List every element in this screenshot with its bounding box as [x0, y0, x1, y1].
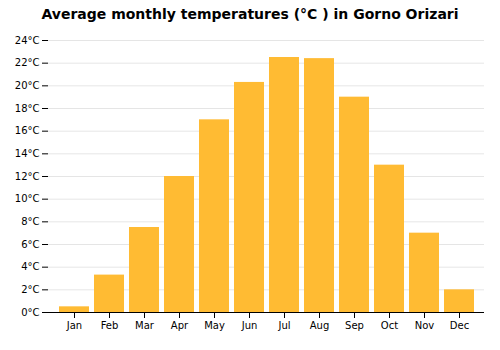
svg-text:0°C: 0°C — [21, 307, 39, 318]
svg-text:2°C: 2°C — [21, 284, 39, 295]
svg-text:16°C: 16°C — [15, 125, 40, 136]
svg-text:8°C: 8°C — [21, 216, 39, 227]
svg-text:10°C: 10°C — [15, 193, 40, 204]
svg-text:6°C: 6°C — [21, 239, 39, 250]
svg-text:Jan: Jan — [66, 320, 82, 331]
svg-text:Dec: Dec — [450, 320, 469, 331]
svg-text:Jun: Jun — [241, 320, 258, 331]
svg-text:20°C: 20°C — [15, 80, 40, 91]
svg-text:12°C: 12°C — [15, 171, 40, 182]
svg-text:Nov: Nov — [415, 320, 435, 331]
svg-text:Apr: Apr — [171, 320, 189, 331]
svg-text:4°C: 4°C — [21, 261, 39, 272]
svg-text:Jul: Jul — [277, 320, 290, 331]
svg-text:18°C: 18°C — [15, 103, 40, 114]
svg-text:Oct: Oct — [381, 320, 398, 331]
svg-text:14°C: 14°C — [15, 148, 40, 159]
svg-text:24°C: 24°C — [15, 35, 40, 46]
svg-text:Feb: Feb — [101, 320, 119, 331]
html-text:Average monthly temperatures (: Average monthly temperatures (°C ) in Go… — [41, 6, 459, 22]
svg-text:Sep: Sep — [345, 320, 364, 331]
svg-text:May: May — [204, 320, 225, 331]
svg-text:22°C: 22°C — [15, 57, 40, 68]
svg-text:Aug: Aug — [310, 320, 330, 331]
svg-text:Mar: Mar — [135, 320, 155, 331]
